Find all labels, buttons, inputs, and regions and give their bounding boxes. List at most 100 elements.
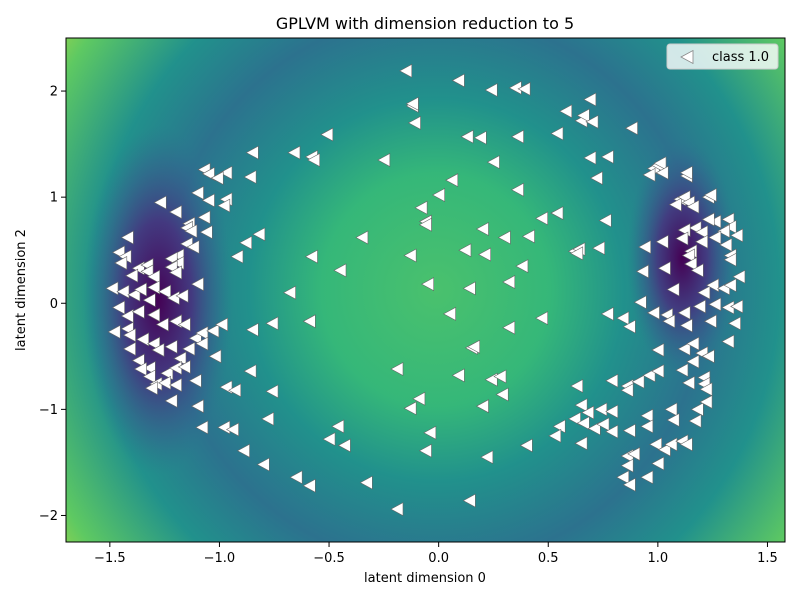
x-tick-label: 1.0	[648, 551, 669, 566]
scatter-point	[624, 121, 638, 136]
scatter-point	[133, 362, 147, 377]
scatter-point	[605, 404, 619, 419]
scatter-point	[475, 221, 489, 236]
scatter-point	[484, 82, 498, 97]
scatter-point	[655, 234, 669, 249]
scatter-point	[493, 369, 507, 384]
scatter-point	[462, 281, 476, 296]
scatter-point	[467, 339, 481, 354]
scatter-point	[688, 414, 702, 429]
scatter-point	[478, 247, 491, 262]
x-tick-label: 1.5	[757, 551, 778, 566]
scatter-point	[210, 171, 224, 186]
scatter-point	[480, 450, 494, 465]
scatter-point	[445, 173, 459, 188]
scatter-point	[158, 375, 171, 390]
scatter-point	[719, 237, 733, 252]
scatter-point	[190, 185, 204, 200]
scatter-point	[195, 336, 209, 351]
scatter-point	[182, 341, 196, 356]
scatter-point	[177, 317, 191, 332]
scatter-point	[666, 282, 680, 297]
x-tick-label: −1.0	[204, 551, 236, 566]
x-axis-label: latent dimension 0	[364, 571, 486, 586]
scatter-point	[589, 171, 603, 186]
scatter-point	[107, 324, 121, 339]
y-tick-label: 1	[50, 191, 58, 206]
scatter-point	[657, 442, 671, 457]
scatter-point	[405, 96, 419, 111]
scatter-point	[592, 241, 605, 256]
x-tick-label: −1.5	[94, 551, 126, 566]
x-axis: −1.5 −1.0 −0.5 0.0 0.5 1.0 1.5	[94, 542, 778, 566]
scatter-point	[151, 342, 165, 357]
scatter-points	[105, 63, 746, 517]
scatter-point	[679, 165, 693, 180]
scatter-point	[502, 320, 516, 335]
scatter-point	[390, 362, 404, 377]
scatter-point	[679, 318, 693, 333]
scatter-point	[727, 316, 741, 331]
scatter-point	[168, 205, 182, 220]
scatter-point	[153, 195, 167, 210]
scatter-point	[265, 316, 279, 331]
y-tick-label: 2	[50, 85, 58, 100]
scatter-point	[723, 278, 737, 293]
legend: class 1.0	[666, 43, 779, 70]
scatter-point	[333, 263, 347, 278]
scatter-point	[695, 225, 709, 240]
scatter-point	[708, 230, 722, 245]
scatter-point	[190, 277, 204, 292]
scatter-point	[699, 394, 713, 409]
scatter-point	[475, 399, 489, 414]
scatter-point	[114, 255, 128, 270]
scatter-point	[289, 470, 303, 485]
scatter-point	[633, 295, 647, 310]
scatter-point	[412, 391, 426, 406]
scatter-point	[256, 457, 270, 472]
scatter-point	[642, 368, 656, 383]
scatter-point	[120, 230, 134, 245]
scatter-point	[377, 153, 391, 168]
scatter-point	[131, 353, 145, 368]
scatter-point	[703, 188, 717, 203]
scatter-point	[596, 417, 610, 432]
scatter-point	[147, 280, 160, 295]
scatter-point	[331, 419, 345, 434]
scatter-point	[451, 368, 465, 383]
scatter-point	[158, 284, 171, 299]
scatter-point	[655, 165, 669, 180]
scatter-point	[657, 261, 671, 276]
scatter-point	[407, 115, 421, 130]
scatter-point	[519, 438, 533, 453]
scatter-point	[261, 411, 274, 426]
scatter-point	[239, 235, 253, 250]
scatter-point	[666, 412, 680, 427]
scatter-point	[662, 314, 676, 329]
scatter-point	[127, 287, 141, 302]
scatter-point	[164, 393, 178, 408]
scatter-point	[723, 219, 737, 234]
scatter-point	[243, 364, 257, 379]
scatter-point	[576, 416, 590, 431]
scatter-point	[320, 127, 334, 142]
scatter-point	[184, 224, 198, 239]
scatter-point	[517, 81, 531, 96]
scatter-point	[677, 341, 691, 356]
scatter-point	[122, 341, 136, 356]
scatter-point	[649, 437, 662, 452]
scatter-point	[635, 264, 649, 279]
scatter-point	[581, 405, 595, 420]
scatter-point	[217, 198, 231, 213]
scatter-point	[570, 379, 584, 394]
scatter-point	[495, 387, 509, 402]
scatter-point	[195, 420, 209, 435]
scatter-point	[550, 206, 564, 221]
scatter-point	[701, 349, 715, 364]
scatter-point	[230, 249, 244, 264]
scatter-point	[442, 306, 456, 321]
scatter-point	[147, 307, 160, 322]
scatter-point	[594, 402, 608, 417]
scatter-point	[147, 269, 160, 284]
y-tick-label: −2	[39, 509, 58, 524]
